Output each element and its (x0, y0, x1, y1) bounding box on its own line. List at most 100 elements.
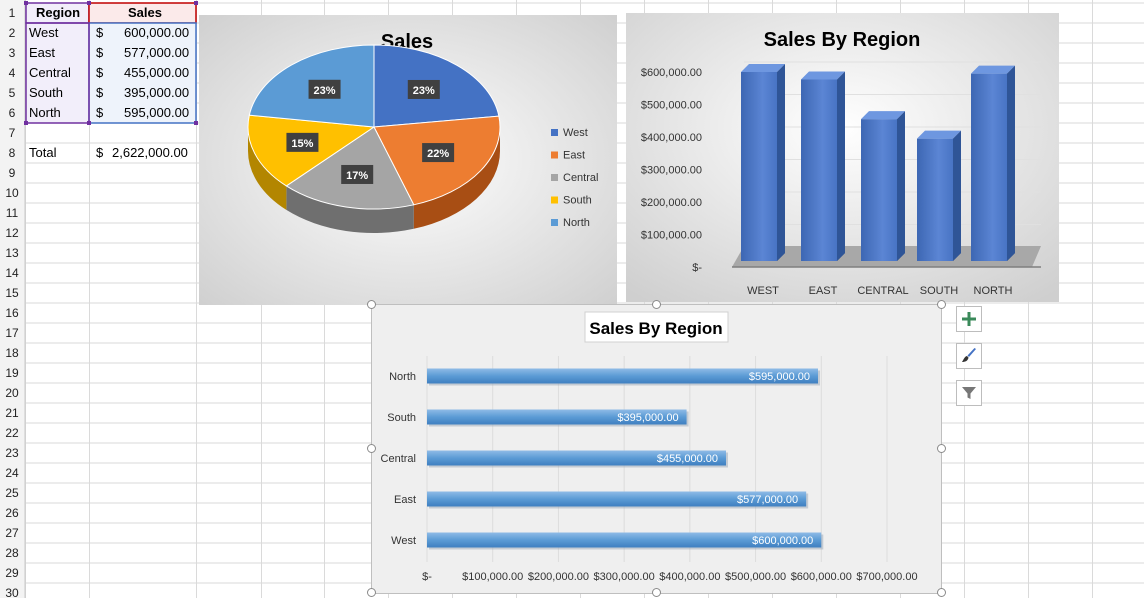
cell-region[interactable]: East (29, 45, 56, 60)
bar-south[interactable] (427, 409, 687, 425)
pie-label-box (308, 79, 341, 99)
row-number[interactable]: 10 (5, 186, 19, 200)
pie-label-box (286, 132, 319, 152)
chart-filters-button[interactable] (956, 380, 982, 406)
row-number[interactable]: 7 (8, 126, 16, 140)
legend-swatch-west (551, 129, 558, 136)
legend-entry-central[interactable]: Central (563, 172, 598, 184)
cell-value[interactable]: 600,000.00 (124, 25, 190, 40)
row-number[interactable]: 12 (5, 226, 19, 240)
row-number[interactable]: 29 (5, 566, 19, 580)
y-tick-label: $500,000.00 (641, 100, 702, 112)
x-tick-label: NORTH (974, 285, 1013, 297)
cell-region[interactable]: South (29, 85, 63, 100)
cell-cur[interactable]: $ (96, 105, 104, 120)
total-label[interactable]: Total (29, 145, 57, 160)
resize-handle-top-center[interactable] (652, 300, 661, 309)
pie-chart[interactable]: Sales 23% 22% 17% 15% 23% West East Central South… (199, 15, 617, 305)
legend-swatch-north (551, 219, 558, 226)
row-number[interactable]: 2 (8, 26, 16, 40)
resize-handle-bottom-center[interactable] (652, 588, 661, 597)
chart-elements-button[interactable] (956, 306, 982, 332)
resize-handle-top-left[interactable] (367, 300, 376, 309)
column-chart-title: Sales By Region (764, 29, 921, 51)
row-number[interactable]: 18 (5, 346, 19, 360)
row-number[interactable]: 13 (5, 246, 19, 260)
cell-value[interactable]: 395,000.00 (124, 85, 190, 100)
bar-north[interactable] (427, 368, 818, 384)
header-region[interactable]: Region (36, 5, 81, 20)
header-sales[interactable]: Sales (128, 5, 162, 20)
x-tick-label: EAST (809, 285, 838, 297)
row-number[interactable]: 1 (8, 6, 16, 20)
bar-west[interactable] (427, 532, 822, 548)
cell-region[interactable]: North (29, 105, 61, 120)
cell-cur[interactable]: $ (96, 45, 104, 60)
x-tick-label: $100,000.00 (462, 571, 523, 583)
bar-chart-title-box[interactable] (584, 311, 729, 343)
y-category-label: Central (381, 453, 416, 465)
bar-east[interactable] (427, 491, 807, 507)
row-number[interactable]: 4 (8, 66, 16, 80)
resize-handle-middle-right[interactable] (937, 444, 946, 453)
row-number[interactable]: 15 (5, 286, 19, 300)
row-number[interactable]: 30 (5, 586, 19, 600)
legend-entry-south[interactable]: South (563, 195, 592, 207)
pie-side-east (413, 127, 500, 229)
cell-cur[interactable]: $ (96, 25, 104, 40)
horizontal-bar-chart[interactable]: Sales By Region $- $100,000.00 $200,000.00 $… (371, 304, 942, 594)
x-tick-label: WEST (747, 285, 779, 297)
x-tick-label: CENTRAL (857, 285, 908, 297)
row-number[interactable]: 17 (5, 326, 19, 340)
bar-data-label: $395,000.00 (617, 412, 678, 424)
legend-entry-west[interactable]: West (563, 127, 588, 139)
row-number[interactable]: 19 (5, 366, 19, 380)
pie-side-central (286, 185, 414, 233)
total-currency[interactable]: $ (96, 145, 104, 160)
chart-styles-button[interactable] (956, 343, 982, 369)
row-number[interactable]: 24 (5, 466, 19, 480)
resize-handle-top-right[interactable] (937, 300, 946, 309)
column-chart-svg: Sales By Region $- $100,000.00 $200,000.00 $… (626, 13, 1059, 302)
y-category-label: South (387, 412, 416, 424)
row-number[interactable]: 28 (5, 546, 19, 560)
row-number[interactable]: 3 (8, 46, 16, 60)
legend-entry-east[interactable]: East (563, 150, 585, 162)
row-number[interactable]: 23 (5, 446, 19, 460)
row-number[interactable]: 9 (8, 166, 16, 180)
row-number[interactable]: 6 (8, 106, 16, 120)
column-west[interactable] (741, 72, 777, 261)
row-number[interactable]: 8 (8, 146, 16, 160)
column-east[interactable] (801, 79, 837, 261)
cell-value[interactable]: 455,000.00 (124, 65, 190, 80)
legend-swatch-east (551, 151, 558, 159)
resize-handle-bottom-right[interactable] (937, 588, 946, 597)
row-number[interactable]: 14 (5, 266, 19, 280)
plus-icon (962, 312, 976, 326)
column-south[interactable] (917, 138, 953, 261)
resize-handle-middle-left[interactable] (367, 444, 376, 453)
cell-value[interactable]: 595,000.00 (124, 105, 190, 120)
column-chart[interactable]: Sales By Region $- $100,000.00 $200,000.00 $… (626, 13, 1059, 302)
row-number[interactable]: 21 (5, 406, 19, 420)
x-tick-label: $300,000.00 (594, 571, 655, 583)
cell-value[interactable]: 577,000.00 (124, 45, 190, 60)
column-central[interactable] (861, 119, 897, 261)
row-number[interactable]: 16 (5, 306, 19, 320)
cell-cur[interactable]: $ (96, 65, 104, 80)
row-number[interactable]: 5 (8, 86, 16, 100)
row-number[interactable]: 25 (5, 486, 19, 500)
row-number[interactable]: 22 (5, 426, 19, 440)
row-number[interactable]: 26 (5, 506, 19, 520)
total-value[interactable]: 2,622,000.00 (112, 145, 188, 160)
row-number[interactable]: 20 (5, 386, 19, 400)
cell-region[interactable]: West (29, 25, 59, 40)
legend-entry-north[interactable]: North (563, 217, 590, 229)
cell-region[interactable]: Central (29, 65, 71, 80)
column-north[interactable] (971, 73, 1007, 261)
cell-cur[interactable]: $ (96, 85, 104, 100)
bar-central[interactable] (427, 450, 726, 466)
resize-handle-bottom-left[interactable] (367, 588, 376, 597)
row-number[interactable]: 27 (5, 526, 19, 540)
row-number[interactable]: 11 (5, 206, 19, 220)
